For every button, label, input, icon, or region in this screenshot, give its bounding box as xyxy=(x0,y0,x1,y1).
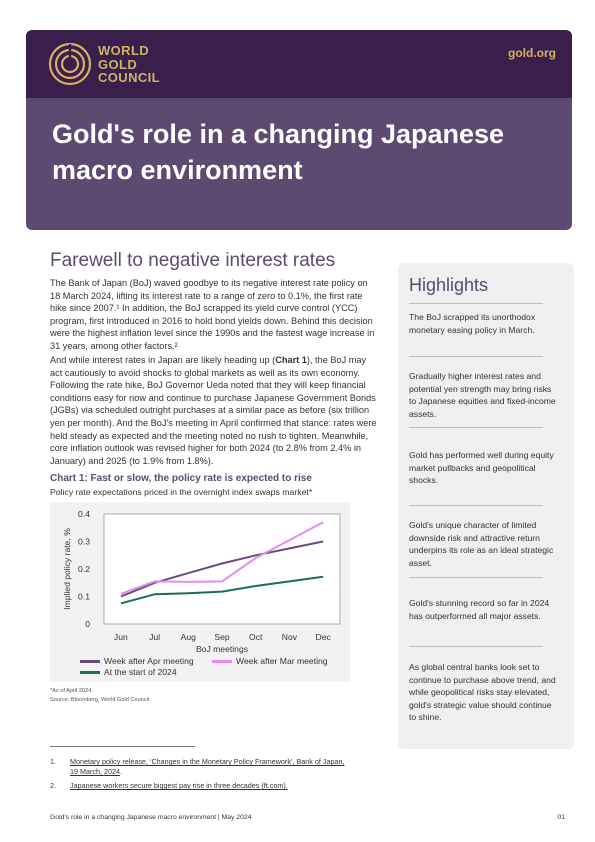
legend-label-2: Week after Mar meeting xyxy=(236,656,328,666)
footnote-1-link-cont[interactable]: 19 March, 2024 xyxy=(70,767,120,776)
x-tick-label: Jun xyxy=(114,632,128,642)
legend-item-3: At the start of 2024 xyxy=(80,667,177,677)
highlights-divider xyxy=(409,303,543,304)
highlight-item-1: The BoJ scrapped its unorthodox monetary… xyxy=(409,312,536,335)
chart-source: Source: Bloomberg, World Gold Council xyxy=(50,697,150,703)
x-axis-label: BoJ meetings xyxy=(196,644,248,654)
chart-panel: 0 0.1 0.2 0.3 0.4 Jun Jul Aug Sep Oct Nov Dec BoJ me… xyxy=(50,502,350,682)
series-line-3 xyxy=(120,575,324,605)
chart-title: Chart 1: Fast or slow, the policy rate i… xyxy=(50,473,312,484)
logo-line-2: GOLD xyxy=(98,56,138,72)
paragraph-2-part-a: And while interest rates in Japan are li… xyxy=(50,355,276,365)
world-gold-council-logo xyxy=(48,42,92,86)
plot-area xyxy=(103,513,341,625)
legend-label-1: Week after Apr meeting xyxy=(104,656,194,666)
paragraph-2: And while interest rates in Japan are li… xyxy=(50,354,380,467)
x-tick-label: Oct xyxy=(249,632,263,642)
highlight-item-4: Gold's unique character of limited downs… xyxy=(409,520,554,568)
highlight-item-2: Gradually higher interest rates and pote… xyxy=(409,371,556,419)
footnote-2: 2. Japanese workers secure biggest pay ri… xyxy=(50,781,288,790)
x-tick-label: Nov xyxy=(282,632,298,642)
legend-swatch-1 xyxy=(80,659,100,663)
y-tick-label: 0.4 xyxy=(78,509,90,519)
line-chart: 0 0.1 0.2 0.3 0.4 Jun Jul Aug Sep Oct Nov Dec BoJ me… xyxy=(62,509,341,654)
series-line-2 xyxy=(120,521,324,595)
logo-wordmark: WORLD GOLD COUNCIL xyxy=(98,44,160,85)
series-line-1 xyxy=(120,540,324,598)
x-tick-label: Dec xyxy=(315,632,331,642)
highlights-divider xyxy=(409,577,543,578)
footnote-1-link[interactable]: Monetary policy release, ‘Changes in the… xyxy=(70,757,345,766)
title-line-1: Gold's role in a changing Japanese xyxy=(52,119,505,149)
page-title: Gold's role in a changing Japanese macro… xyxy=(52,116,552,188)
legend-item-1: Week after Apr meeting xyxy=(80,656,194,666)
legend-swatch-3 xyxy=(80,670,100,674)
x-tick-label: Sep xyxy=(214,632,230,642)
footnote-divider xyxy=(50,746,195,747)
footnote-1-cont: 19 March, 2024. xyxy=(70,767,122,776)
chart-1-reference[interactable]: Chart 1 xyxy=(275,355,307,365)
legend-item-2: Week after Mar meeting xyxy=(212,656,328,666)
highlight-item-6: As global central banks look set to cont… xyxy=(409,662,556,723)
legend-label-3: At the start of 2024 xyxy=(104,667,177,677)
paragraph-2-part-b: ), the BoJ may act cautiously to avoid s… xyxy=(50,355,377,466)
y-tick-label: 0.3 xyxy=(78,537,90,547)
section-title: Farewell to negative interest rates xyxy=(50,250,336,271)
footnote-1: 1. Monetary policy release, ‘Changes in t… xyxy=(50,757,344,766)
highlight-item-3: Gold has performed well during equity ma… xyxy=(409,450,554,486)
y-axis-label: Implied policy rate, % xyxy=(62,528,72,610)
highlight-item-5: Gold's stunning record so far in 2024 ha… xyxy=(409,598,550,621)
footnote-2-number: 2. xyxy=(50,781,56,790)
title-line-2: macro environment xyxy=(52,155,303,185)
title-band: Gold's role in a changing Japanese macro… xyxy=(26,98,572,230)
paragraph-1: The Bank of Japan (BoJ) waved goodbye to… xyxy=(50,278,375,351)
chart-note: *As of April 2024. xyxy=(50,688,93,694)
x-tick-label: Aug xyxy=(181,632,197,642)
highlights-divider xyxy=(409,505,543,506)
logo-line-3: COUNCIL xyxy=(98,70,161,85)
footnote-1-number: 1. xyxy=(50,757,56,766)
y-tick-label: 0 xyxy=(85,619,90,629)
header-bar: WORLD GOLD COUNCIL gold.org xyxy=(26,30,572,98)
y-tick-label: 0.1 xyxy=(78,592,90,602)
footnote-1-suffix: . xyxy=(119,767,122,776)
highlights-divider xyxy=(409,646,543,647)
footnote-2-link[interactable]: Japanese workers secure biggest pay rise… xyxy=(70,781,288,790)
site-link[interactable]: gold.org xyxy=(508,46,556,60)
x-tick-label: Jul xyxy=(149,632,160,642)
highlights-divider xyxy=(409,427,543,428)
y-tick-label: 0.2 xyxy=(78,564,90,574)
logo-line-1: WORLD xyxy=(98,43,150,58)
highlights-divider xyxy=(409,356,543,357)
chart-subtitle: Policy rate expectations priced in the o… xyxy=(50,487,313,497)
highlights-panel: Highlights The BoJ scrapped its unorthod… xyxy=(398,263,574,749)
highlights-title: Highlights xyxy=(409,275,489,295)
footer-title: Gold's role in a changing Japanese macro… xyxy=(50,814,252,821)
legend-swatch-2 xyxy=(212,659,232,663)
page-number: 01 xyxy=(557,814,565,821)
